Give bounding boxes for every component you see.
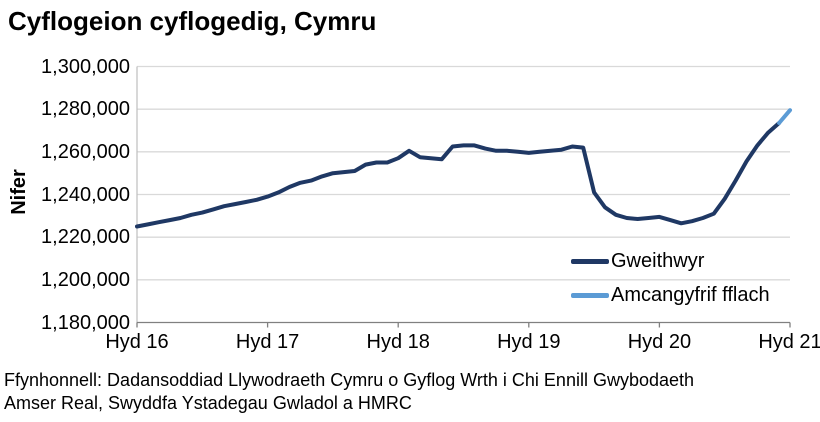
y-tick-label: 1,300,000 — [41, 55, 130, 78]
x-tick-label: Hyd 16 — [105, 331, 169, 353]
chart-title: Cyflogeion cyflogedig, Cymru — [8, 6, 377, 36]
x-tick-label: Hyd 20 — [627, 331, 692, 353]
legend-label-gweithwyr: Gweithwyr — [611, 250, 705, 272]
y-tick-label: 1,260,000 — [41, 140, 130, 163]
x-tick-label: Hyd 17 — [235, 331, 300, 353]
legend-item-gweithwyr: Gweithwyr — [571, 250, 770, 272]
y-tick-label: 1,280,000 — [41, 98, 130, 121]
legend-label-amcangyfrif-fflach: Amcangyfrif fflach — [611, 284, 770, 306]
y-tick-label: 1,200,000 — [41, 268, 130, 291]
source-line-2: Amser Real, Swyddfa Ystadegau Gwladol a … — [4, 393, 412, 413]
series-line-amcangyfrif-fflach — [777, 108, 792, 125]
gweithwyr-line-swatch — [571, 258, 609, 264]
amcangyfrif-fflach-line-swatch — [571, 292, 609, 298]
y-tick-label: 1,180,000 — [41, 311, 130, 334]
x-tick-label: Hyd 19 — [497, 331, 561, 353]
x-tick-label: Hyd 18 — [366, 331, 430, 353]
y-tick-label: 1,240,000 — [41, 183, 130, 206]
source-note: Ffynhonnell: Dadansoddiad Llywodraeth Cy… — [4, 369, 694, 415]
series-line-gweithwyr — [135, 121, 782, 229]
legend: Gweithwyr Amcangyfrif fflach — [571, 250, 770, 306]
y-tick-label: 1,220,000 — [41, 226, 130, 249]
x-tick-label: Hyd 21 — [758, 331, 820, 353]
source-line-1: Ffynhonnell: Dadansoddiad Llywodraeth Cy… — [4, 370, 695, 390]
legend-item-amcangyfrif-fflach: Amcangyfrif fflach — [571, 284, 770, 306]
